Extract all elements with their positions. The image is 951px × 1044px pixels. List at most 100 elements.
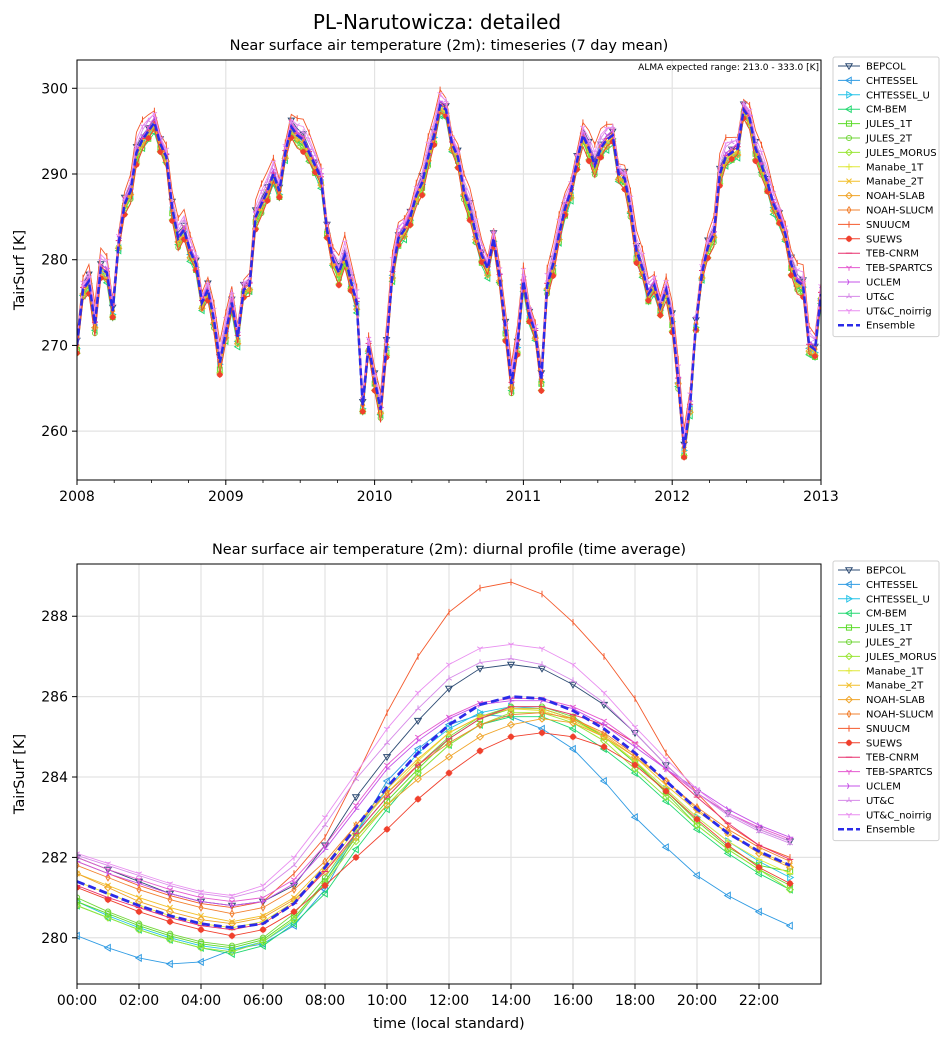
- legend-label: NOAH-SLAB: [866, 191, 925, 202]
- series-point: [259, 934, 267, 941]
- series-point: [80, 280, 86, 286]
- legend-item: UT&C_noirrig: [838, 810, 932, 821]
- legend-label: JULES_1T: [865, 623, 913, 634]
- series-point: [135, 908, 143, 916]
- series-point: [728, 155, 735, 163]
- legend: BEPCOL CHTESSEL CHTESSEL_U CM-BEM JULES_1T JU…: [832, 56, 940, 338]
- legend-item: UT&C: [838, 796, 894, 807]
- series-point: [538, 729, 546, 737]
- series-point: [289, 915, 299, 924]
- series-point: [260, 912, 266, 919]
- legend-item: Manabe_1T: [838, 666, 924, 677]
- series-point: [755, 863, 763, 871]
- series-point: [383, 739, 391, 745]
- series-point: [103, 883, 113, 892]
- series-point: [145, 135, 152, 142]
- legend-label: JULES_2T: [865, 638, 913, 649]
- series-line: [77, 103, 821, 448]
- series-point: [136, 880, 143, 887]
- series-point: [151, 111, 158, 117]
- series-point: [507, 642, 515, 648]
- series-line: [77, 712, 791, 953]
- series-point: [341, 240, 348, 246]
- x-tick-label: 20:00: [677, 993, 717, 1009]
- series-point: [294, 123, 301, 128]
- legend-item: JULES_2T: [838, 134, 913, 145]
- series-cm-bem: [77, 111, 821, 458]
- series-point: [335, 282, 343, 289]
- series-point: [520, 267, 527, 273]
- series-point: [591, 150, 598, 155]
- legend-marker: [844, 63, 854, 71]
- series-manabe-2t: [77, 106, 821, 453]
- series-line: [77, 706, 791, 931]
- series-point: [166, 881, 174, 887]
- legend-item-ensemble: Ensemble: [838, 825, 915, 836]
- timeseries-panel: Near surface air temperature (2m): times…: [12, 38, 940, 505]
- series-line: [77, 714, 791, 965]
- series-point: [103, 258, 110, 264]
- x-tick-label: 18:00: [615, 993, 655, 1009]
- series-point: [692, 871, 700, 880]
- legend-label: BEPCOL: [866, 566, 906, 577]
- legend-label: UCLEM: [866, 782, 901, 793]
- legend-marker: [844, 76, 852, 85]
- series-point: [77, 349, 81, 357]
- series-point: [661, 843, 669, 852]
- legend-marker: [845, 120, 853, 127]
- series-point: [569, 733, 577, 741]
- series-point: [569, 662, 577, 668]
- y-tick-label: 280: [41, 253, 68, 269]
- series-point: [300, 129, 307, 135]
- series-line: [77, 643, 791, 897]
- series-jules-1t: [77, 110, 821, 460]
- x-tick-label: 22:00: [739, 993, 779, 1009]
- series-point: [321, 815, 329, 821]
- series-line: [77, 111, 821, 458]
- series-point: [661, 793, 671, 802]
- series-point: [318, 167, 324, 173]
- legend-label: UT&C: [866, 292, 894, 303]
- series-point: [663, 279, 670, 285]
- series-line: [77, 101, 821, 445]
- series-chtessel: [77, 710, 793, 969]
- series-point: [414, 690, 422, 696]
- series-point: [229, 909, 235, 918]
- legend-label: JULES_MORUS: [865, 148, 937, 159]
- series-point: [77, 901, 80, 910]
- series-line: [77, 107, 821, 451]
- series-point: [259, 895, 267, 901]
- series-point: [770, 190, 777, 196]
- legend-marker: [846, 812, 852, 818]
- series-point: [600, 743, 608, 751]
- legend-marker: [846, 709, 852, 719]
- legend-item: UCLEM: [838, 278, 901, 289]
- series-jules-2t: [77, 108, 821, 457]
- series-point: [680, 454, 688, 461]
- series-point: [290, 862, 298, 868]
- series-point: [198, 898, 205, 905]
- legend-item: SUEWS: [838, 738, 902, 749]
- series-point: [259, 883, 267, 889]
- series-point: [197, 889, 205, 895]
- series-point: [414, 734, 422, 741]
- legend-item: TEB-CNRM: [838, 249, 919, 260]
- series-point: [597, 154, 604, 161]
- legend-label: JULES_2T: [865, 134, 913, 145]
- series-point: [693, 815, 701, 823]
- series-line: [77, 708, 791, 929]
- x-tick-label: 14:00: [491, 993, 531, 1009]
- legend-item: NOAH-SLAB: [838, 191, 925, 202]
- legend-marker: [846, 769, 852, 775]
- series-point: [425, 141, 432, 147]
- legend-item: CHTESSEL_U: [838, 594, 930, 605]
- series-point: [258, 937, 268, 946]
- series-point: [166, 918, 174, 926]
- series-point: [163, 147, 170, 153]
- series-line: [77, 100, 821, 445]
- series-point: [300, 148, 307, 155]
- legend-item: NOAH-SLUCM: [838, 710, 934, 721]
- legend-label: BEPCOL: [866, 62, 906, 73]
- series-point: [446, 715, 453, 722]
- series-point: [722, 141, 729, 147]
